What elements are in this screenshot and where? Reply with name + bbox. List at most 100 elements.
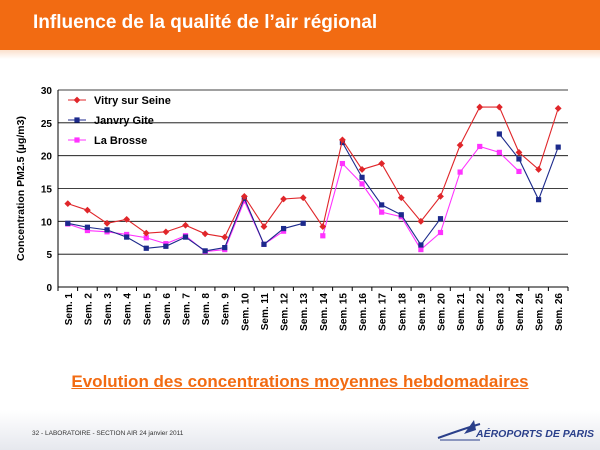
data-point — [84, 227, 91, 234]
data-point — [358, 166, 366, 173]
x-tick-label: Sem. 19 — [417, 293, 428, 331]
footer-band — [0, 410, 600, 450]
data-point — [417, 217, 425, 225]
data-point — [535, 166, 542, 173]
legend-label: Vitry sur Seine — [94, 95, 171, 107]
x-tick-label: Sem. 14 — [319, 293, 330, 331]
data-point — [320, 233, 326, 239]
data-point — [182, 234, 189, 240]
data-point — [182, 221, 189, 229]
x-tick-label: Sem. 6 — [162, 293, 173, 326]
x-tick-label: Sem. 21 — [456, 293, 467, 331]
legend-marker — [73, 96, 81, 104]
x-tick-label: Sem. 7 — [182, 293, 193, 326]
data-point — [202, 248, 208, 254]
data-point — [457, 169, 463, 175]
data-point — [221, 233, 229, 241]
legend-marker — [74, 137, 80, 143]
x-tick-label: Sem. 10 — [240, 293, 251, 331]
data-point — [379, 202, 385, 208]
data-point — [240, 192, 248, 200]
x-tick-label: Sem. 12 — [280, 293, 291, 331]
data-point — [280, 228, 287, 234]
data-point — [496, 149, 502, 155]
chart-area: 0 5 10 15 20 25 30 Concentration PM2.5 (µg/m3) S… — [0, 75, 600, 375]
series-line — [322, 145, 520, 251]
data-point — [241, 198, 247, 204]
data-point — [84, 206, 91, 214]
slide-title: Influence de la qualité de l’air régiona… — [33, 12, 378, 33]
data-point — [65, 220, 71, 226]
data-point — [163, 243, 169, 249]
data-point — [123, 215, 131, 223]
data-point — [84, 224, 91, 230]
y-tick-label: 5 — [46, 250, 52, 261]
data-point — [398, 212, 404, 218]
header-stripe — [0, 50, 600, 59]
data-point — [437, 192, 444, 200]
data-point — [418, 246, 424, 253]
x-tick-label: Sem. 4 — [123, 293, 134, 326]
data-point — [378, 160, 386, 167]
series-line — [341, 142, 441, 246]
footer-text: 32 - LABORATOIRE - SECTION AIR 24 janvie… — [32, 430, 184, 437]
legend-marker — [74, 117, 80, 123]
data-point — [163, 241, 169, 247]
series-line — [67, 199, 284, 253]
data-point — [339, 160, 346, 167]
data-point — [359, 174, 365, 180]
x-tick-label: Sem. 3 — [103, 293, 114, 326]
data-point — [142, 229, 150, 237]
data-point — [280, 225, 287, 232]
logo-text: AÉROPORTS DE PARIS — [476, 428, 595, 440]
x-tick-label: Sem. 8 — [201, 293, 212, 326]
pm25-line-chart: 0 5 10 15 20 25 30 Concentration PM2.5 (µg/m3) S… — [15, 86, 569, 331]
data-point — [103, 219, 111, 227]
data-point — [280, 195, 287, 203]
data-point — [64, 200, 72, 208]
y-tick-label: 15 — [41, 185, 53, 196]
x-tick-label: Sem. 1 — [64, 293, 75, 326]
x-tick-label: Sem. 25 — [535, 293, 546, 331]
series-line — [67, 106, 559, 238]
data-point — [261, 241, 267, 247]
data-point — [554, 104, 562, 112]
slide-header: Influence de la qualité de l’air régiona… — [0, 0, 600, 50]
data-point — [162, 228, 170, 236]
data-point — [300, 220, 306, 226]
data-point — [143, 235, 149, 241]
data-point — [124, 231, 130, 238]
x-tick-label: Sem. 5 — [142, 293, 153, 326]
x-tick-label: Sem. 26 — [554, 293, 565, 331]
y-tick-label: 0 — [46, 283, 52, 294]
x-tick-label: Sem. 20 — [437, 293, 448, 331]
series-line — [498, 133, 559, 202]
y-axis-title: Concentration PM2.5 (µg/m3) — [15, 116, 27, 261]
data-point — [260, 223, 268, 230]
slide-subtitle: Evolution des concentrations moyennes he… — [71, 372, 529, 391]
x-tick-label: Sem. 2 — [83, 293, 94, 326]
data-point — [477, 143, 483, 150]
x-tick-label: Sem. 15 — [338, 293, 349, 331]
data-point — [222, 245, 228, 251]
legend-label: Janvry Gite — [94, 115, 154, 127]
data-point — [124, 234, 130, 240]
legend-label: La Brosse — [94, 135, 147, 147]
data-point — [515, 148, 523, 156]
data-point — [379, 209, 385, 215]
x-tick-label: Sem. 18 — [397, 293, 408, 331]
y-tick-label: 30 — [41, 86, 53, 97]
x-tick-label: Sem. 17 — [378, 293, 389, 331]
data-point — [456, 141, 464, 149]
x-tick-label: Sem. 24 — [515, 293, 526, 331]
x-tick-label: Sem. 16 — [358, 293, 369, 331]
data-point — [495, 103, 503, 111]
data-point — [397, 194, 405, 202]
x-tick-label: Sem. 23 — [495, 293, 506, 331]
data-point — [299, 194, 307, 202]
x-tick-label: Sem. 11 — [260, 293, 271, 331]
data-point — [496, 131, 502, 137]
x-tick-label: Sem. 9 — [221, 293, 232, 326]
data-point — [359, 181, 365, 187]
data-point — [535, 197, 542, 203]
